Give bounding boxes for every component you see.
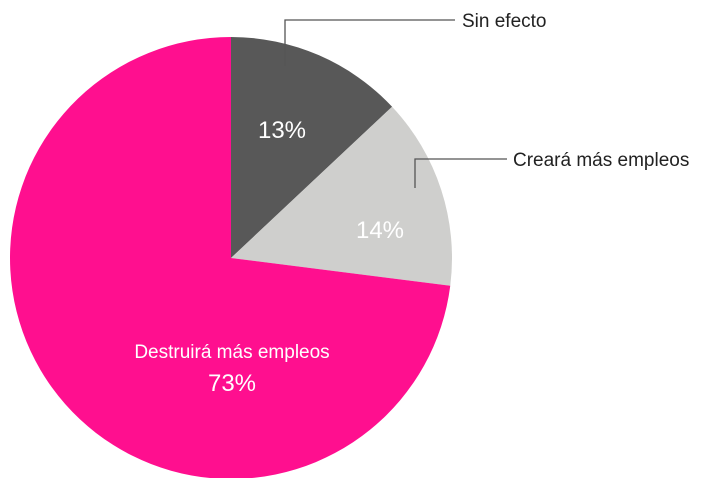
leader-lines — [284, 19, 507, 188]
pie-slices — [10, 37, 453, 478]
leader-line-sin-efecto — [284, 19, 455, 66]
pie-slice-destruira-mas-empleos — [10, 37, 451, 478]
pie-slice-creara-mas-empleos — [231, 106, 453, 286]
slice-name-label-destruira-mas-empleos: Destruirá más empleos — [134, 342, 329, 363]
pie-slice-sin-efecto — [231, 37, 393, 258]
slice-value-label-sin-efecto: 13% — [258, 117, 306, 144]
slice-value-label-creara-mas-empleos: 14% — [356, 217, 404, 244]
slice-name-label-creara-mas-empleos: Creará más empleos — [513, 150, 689, 171]
slice-value-label-destruira-mas-empleos: 73% — [208, 370, 256, 397]
leader-line-creara-mas-empleos — [414, 158, 507, 188]
slice-labels: 13% Sin efecto 14% Creará más empleos Destru… — [134, 11, 689, 397]
slice-name-label-sin-efecto: Sin efecto — [462, 11, 547, 32]
